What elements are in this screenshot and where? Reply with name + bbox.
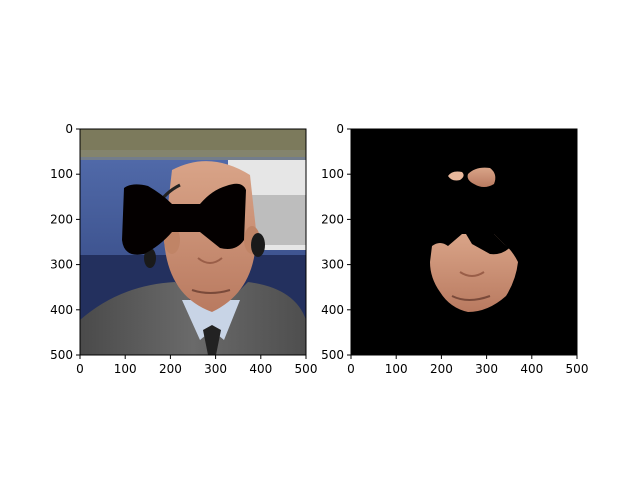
- left-y-tick-label: 100: [50, 167, 73, 181]
- left-x-tick-label: 300: [204, 362, 227, 376]
- right-y-tick-label: 300: [321, 258, 344, 272]
- right-x-tick-label: 400: [520, 362, 543, 376]
- left-y-tick-label: 300: [50, 258, 73, 272]
- left-y-tick-label: 500: [50, 348, 73, 362]
- right-image-panel: [351, 129, 577, 355]
- left-x-tick-label: 400: [249, 362, 272, 376]
- left-x-tick-label: 0: [76, 362, 84, 376]
- right-x-tick-label: 100: [385, 362, 408, 376]
- right-y-tick-label: 0: [336, 122, 344, 136]
- left-image-panel: [80, 129, 306, 355]
- right-x-tick-label: 300: [475, 362, 498, 376]
- left-x-tick-label: 500: [295, 362, 318, 376]
- right-y-tick-label: 100: [321, 167, 344, 181]
- right-x-tick-label: 200: [430, 362, 453, 376]
- right-y-tick-label: 500: [321, 348, 344, 362]
- right-y-tick-label: 200: [321, 212, 344, 226]
- left-x-tick-label: 100: [114, 362, 137, 376]
- left-y-tick-label: 400: [50, 303, 73, 317]
- left-axes-frame: [79, 128, 307, 356]
- left-x-tick-label: 200: [159, 362, 182, 376]
- right-x-tick-label: 500: [566, 362, 589, 376]
- right-x-tick-label: 0: [347, 362, 355, 376]
- left-y-tick-label: 0: [65, 122, 73, 136]
- right-y-tick-label: 400: [321, 303, 344, 317]
- photo-image: [80, 129, 306, 355]
- right-axes-frame: [350, 128, 578, 356]
- segmentation-image: [351, 129, 577, 355]
- left-y-tick-label: 200: [50, 212, 73, 226]
